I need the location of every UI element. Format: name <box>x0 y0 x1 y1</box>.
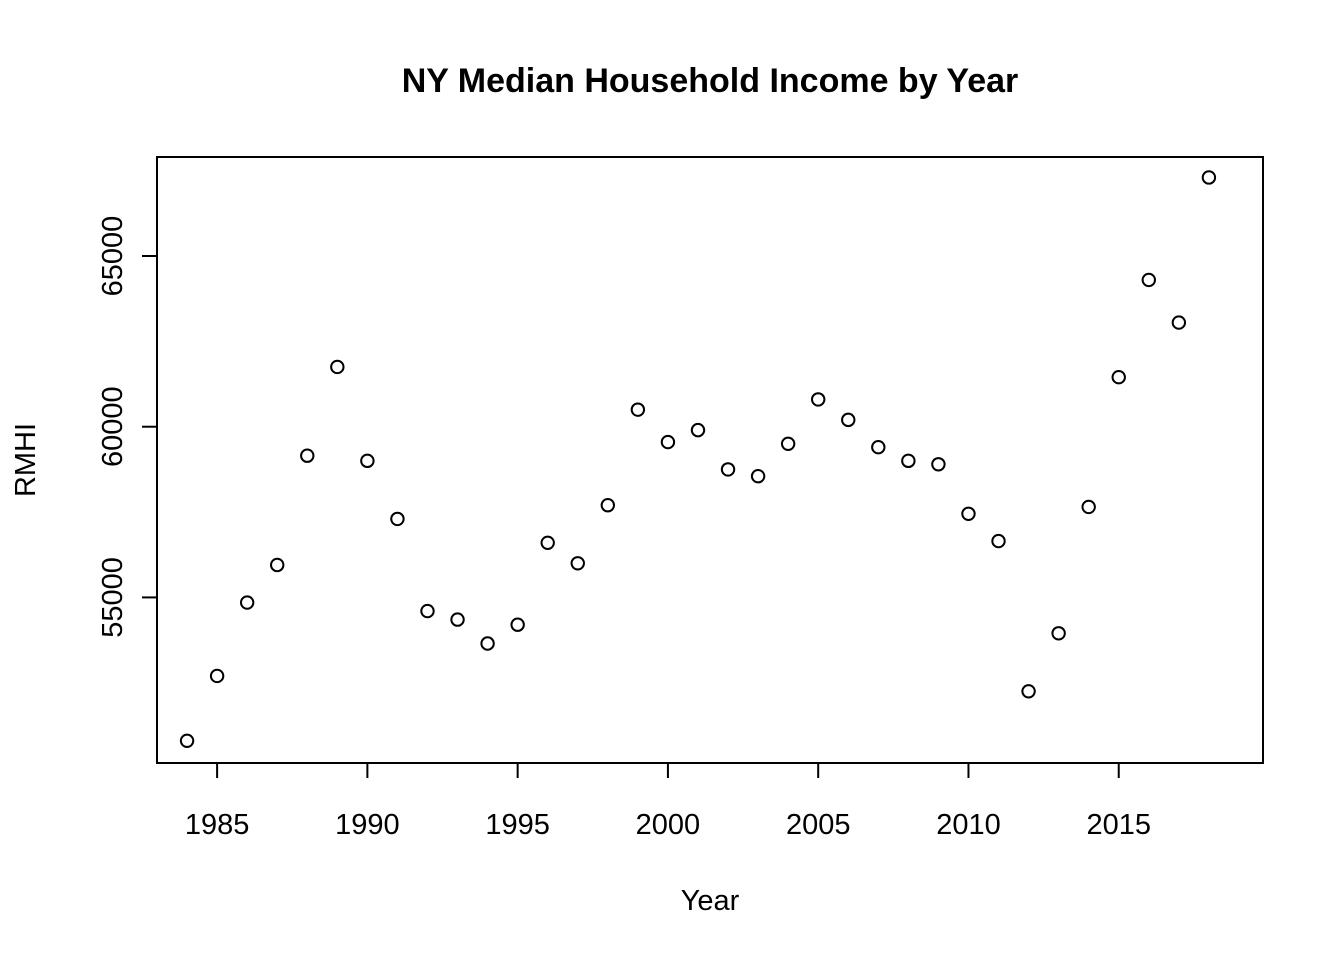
data-point <box>841 412 856 428</box>
data-point <box>961 506 976 521</box>
y-tick-label: 60000 <box>97 386 129 467</box>
data-point <box>660 434 676 450</box>
x-axis-label: Year <box>681 885 740 917</box>
data-point <box>510 617 525 632</box>
data-point <box>540 535 555 550</box>
data-point <box>991 533 1006 549</box>
data-point <box>1141 272 1156 288</box>
data-point <box>901 453 916 469</box>
x-tick-label: 2000 <box>636 809 701 841</box>
data-point <box>750 469 766 484</box>
data-point <box>690 422 706 438</box>
x-tick-label: 2005 <box>786 809 851 841</box>
data-point <box>360 453 375 469</box>
data-point <box>780 436 796 451</box>
data-point <box>300 448 315 463</box>
data-point <box>871 439 886 455</box>
data-points <box>179 170 1217 749</box>
data-point <box>179 733 195 749</box>
data-point <box>1171 315 1187 330</box>
data-point <box>209 668 225 684</box>
data-point <box>239 595 255 610</box>
x-tick-label: 1990 <box>335 809 400 841</box>
data-point <box>1021 684 1036 699</box>
x-tick-label: 1995 <box>485 809 550 841</box>
x-tick-label: 2015 <box>1086 809 1151 841</box>
data-point <box>570 556 585 571</box>
data-point <box>480 636 495 651</box>
chart-title: NY Median Household Income by Year <box>402 62 1019 100</box>
plot-frame <box>156 156 1264 764</box>
y-axis: 55000 60000 65000 <box>97 216 158 638</box>
data-point <box>1081 499 1096 515</box>
data-point <box>810 392 826 407</box>
data-point <box>330 359 345 375</box>
data-point <box>1051 626 1066 641</box>
x-tick-label: 1985 <box>185 809 250 841</box>
x-tick-label: 2010 <box>936 809 1001 841</box>
x-axis: 1985 1990 1995 2000 2005 2010 2015 <box>185 762 1151 841</box>
data-point <box>1111 370 1126 385</box>
data-point <box>720 462 736 477</box>
data-point <box>600 498 616 513</box>
data-point <box>931 457 946 472</box>
y-tick-label: 55000 <box>97 557 129 638</box>
data-point <box>270 557 285 573</box>
data-point <box>420 603 435 619</box>
data-point <box>390 511 405 527</box>
y-tick-label: 65000 <box>97 216 129 297</box>
data-point <box>1201 170 1217 185</box>
data-point <box>630 402 646 417</box>
data-point <box>450 612 465 627</box>
y-axis-label: RMHI <box>10 423 42 497</box>
